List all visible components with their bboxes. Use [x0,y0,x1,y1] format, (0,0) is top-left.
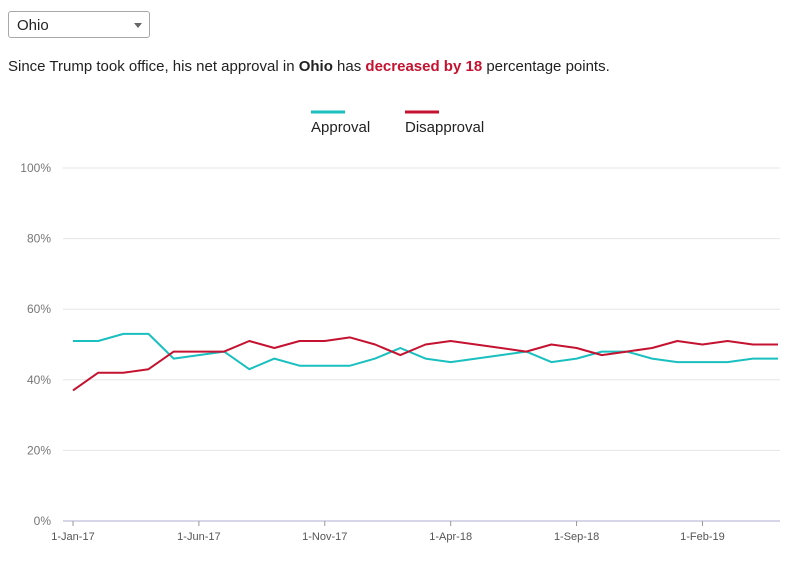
y-tick-label: 0% [34,514,52,528]
x-tick-label: 1-Sep-18 [554,531,599,543]
x-tick-label: 1-Nov-17 [302,531,347,543]
chevron-down-icon [134,23,142,28]
y-tick-label: 100% [20,161,51,175]
summary-prefix: Since Trump took office, his net approva… [8,58,299,75]
state-select[interactable]: Ohio [8,11,150,38]
y-tick-label: 40% [27,373,51,387]
approval-line [73,332,778,371]
y-tick-label: 60% [27,302,51,316]
legend-approval-label: Approval [311,119,370,136]
disapproval-line [72,336,778,392]
approval-line-chart: 0% 20% 40% 60% 80% 100% 1-Jan-17 1-Jun-17 1-Nov-… [20,110,780,543]
approval-summary: Since Trump took office, his net approva… [8,58,610,75]
summary-change: decreased by 18 [365,58,483,75]
x-tick-label: 1-Jun-17 [177,531,220,543]
state-select-value: Ohio [17,17,49,34]
summary-suffix: percentage points. [482,58,610,75]
x-tick-label: 1-Jan-17 [51,531,94,543]
y-tick-label: 20% [27,443,51,457]
x-tick-label: 1-Apr-18 [429,531,472,543]
x-tick-label: 1-Feb-19 [680,531,725,543]
legend-disapproval-label: Disapproval [405,119,484,136]
y-tick-label: 80% [27,232,51,246]
summary-state: Ohio [298,58,333,75]
summary-middle: has [332,58,366,75]
